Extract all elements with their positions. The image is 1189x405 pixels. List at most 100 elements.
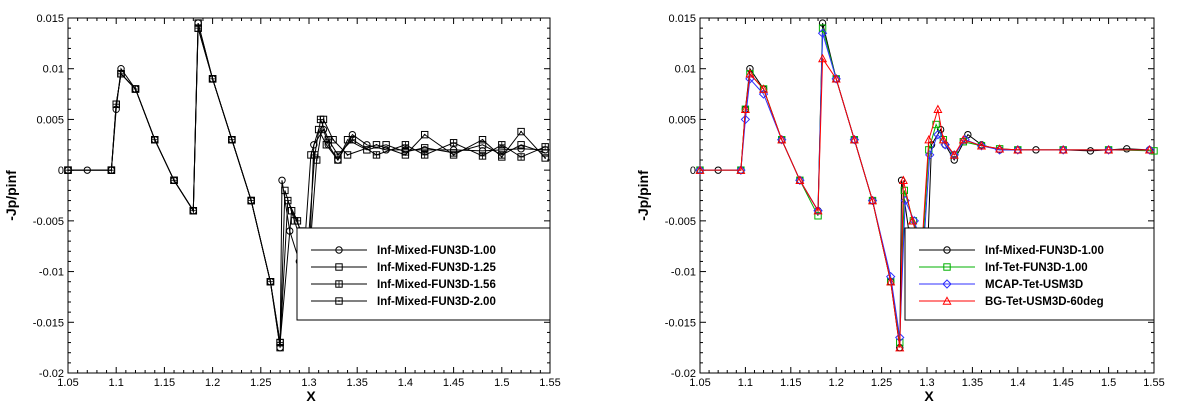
y-tick-label: 0.005 bbox=[668, 114, 696, 126]
data-point bbox=[310, 141, 318, 149]
x-tick-label: 1.5 bbox=[494, 377, 509, 389]
legend-label: Inf-Mixed-FUN3D-1.00 bbox=[985, 245, 1104, 257]
data-point bbox=[170, 176, 178, 184]
data-point bbox=[194, 24, 202, 32]
data-point-dot bbox=[500, 156, 503, 158]
data-point bbox=[1058, 145, 1068, 155]
legend-label: Inf-Mixed-FUN3D-1.25 bbox=[377, 262, 496, 274]
data-point bbox=[382, 146, 390, 154]
data-point bbox=[1013, 145, 1023, 154]
data-point bbox=[401, 151, 410, 159]
data-point bbox=[818, 24, 827, 32]
legend-label: Inf-Tet-FUN3D-1.00 bbox=[985, 262, 1088, 274]
legend-label: Inf-Mixed-FUN3D-1.56 bbox=[377, 279, 496, 291]
data-point bbox=[1086, 147, 1095, 155]
chart-panel-2: 1.05 1.1 1.15 1.2 1.25 1.3 1.35 1.4 1.45 1.5 1.55 0… bbox=[635, 13, 1165, 404]
data-point bbox=[995, 144, 1005, 153]
data-point bbox=[478, 141, 487, 149]
y-tick-label: 0 bbox=[690, 165, 696, 177]
legend-marker bbox=[335, 263, 343, 271]
x-tick-label: 1.5 bbox=[1101, 377, 1116, 389]
x-tick-label: 1.4 bbox=[398, 377, 413, 389]
data-point bbox=[758, 89, 769, 99]
y-tick-label: -0.01 bbox=[39, 267, 64, 279]
legend-marker bbox=[942, 296, 952, 305]
data-point-dot bbox=[423, 133, 426, 136]
data-point bbox=[814, 212, 822, 220]
data-point bbox=[759, 84, 769, 93]
data-point bbox=[517, 127, 525, 136]
legend-label: Inf-Mixed-FUN3D-2.00 bbox=[377, 296, 496, 308]
data-point-dot bbox=[197, 27, 200, 30]
data-point bbox=[131, 85, 140, 93]
data-point-dot bbox=[481, 138, 484, 141]
x-tick-label: 1.1 bbox=[109, 377, 124, 389]
y-tick-label: 0.015 bbox=[36, 13, 64, 25]
data-point bbox=[938, 134, 948, 144]
data-point bbox=[449, 151, 458, 159]
data-point bbox=[777, 134, 787, 144]
x-tick-label: 1.55 bbox=[1143, 377, 1164, 389]
x-tick-label: 1.05 bbox=[57, 377, 78, 389]
data-point bbox=[112, 100, 120, 108]
data-point bbox=[64, 166, 72, 174]
data-point bbox=[740, 104, 750, 113]
data-point-dot bbox=[173, 179, 175, 182]
data-point-dot bbox=[279, 341, 281, 344]
data-point bbox=[517, 141, 525, 149]
x-tick-label: 1.25 bbox=[250, 377, 271, 389]
data-point bbox=[517, 145, 525, 153]
data-point-dot bbox=[211, 77, 214, 80]
legend-marker bbox=[335, 297, 343, 305]
data-point bbox=[795, 175, 805, 184]
data-point-dot bbox=[67, 169, 69, 172]
data-point bbox=[329, 136, 337, 144]
x-tick-label: 1.35 bbox=[346, 377, 367, 389]
x-tick-label: 1.2 bbox=[829, 377, 844, 389]
data-point bbox=[1144, 145, 1154, 154]
data-point bbox=[541, 154, 549, 162]
data-point-dot bbox=[110, 169, 113, 172]
data-point bbox=[343, 151, 352, 159]
y-tick-label: -0.01 bbox=[671, 267, 696, 279]
data-point bbox=[1104, 145, 1114, 154]
x-tick-label: 1.05 bbox=[689, 377, 710, 389]
x-tick-label: 1.45 bbox=[1052, 377, 1073, 389]
data-point-dot bbox=[120, 72, 122, 75]
y-axis-label: -Jp/pinf bbox=[3, 170, 19, 221]
data-point bbox=[958, 134, 968, 144]
y-tick-label: 0.005 bbox=[36, 114, 64, 126]
data-point-dot bbox=[134, 88, 137, 90]
legend-marker bbox=[943, 263, 951, 271]
data-point-dot bbox=[322, 118, 325, 121]
data-point-dot bbox=[315, 159, 318, 161]
legend-marker bbox=[942, 279, 952, 289]
data-point-dot bbox=[346, 154, 349, 156]
data-point bbox=[151, 136, 159, 144]
y-tick-label: 0.01 bbox=[43, 64, 64, 76]
y-tick-label: -0.02 bbox=[39, 368, 64, 380]
y-tick-label: 0.01 bbox=[675, 64, 696, 76]
data-point bbox=[372, 141, 381, 149]
data-point bbox=[933, 104, 943, 113]
y-tick-label: 0 bbox=[58, 165, 64, 177]
series-line bbox=[700, 57, 1150, 348]
data-point-dot bbox=[115, 103, 118, 106]
data-point bbox=[940, 140, 950, 150]
data-point bbox=[1013, 145, 1023, 155]
data-point bbox=[208, 75, 217, 83]
series-line bbox=[700, 33, 1150, 338]
x-tick-label: 1.3 bbox=[919, 377, 934, 389]
x-axis-label: X bbox=[306, 388, 316, 404]
y-tick-label: -0.015 bbox=[665, 317, 696, 329]
data-point bbox=[281, 186, 289, 195]
data-point-dot bbox=[452, 154, 455, 156]
data-point bbox=[740, 114, 751, 125]
x-tick-label: 1.25 bbox=[871, 377, 892, 389]
data-point bbox=[276, 338, 284, 347]
data-point-dot bbox=[250, 199, 253, 202]
x-tick-label: 1.3 bbox=[301, 377, 316, 389]
data-point bbox=[322, 141, 331, 149]
data-point bbox=[898, 175, 908, 184]
data-point-dot bbox=[192, 209, 195, 212]
